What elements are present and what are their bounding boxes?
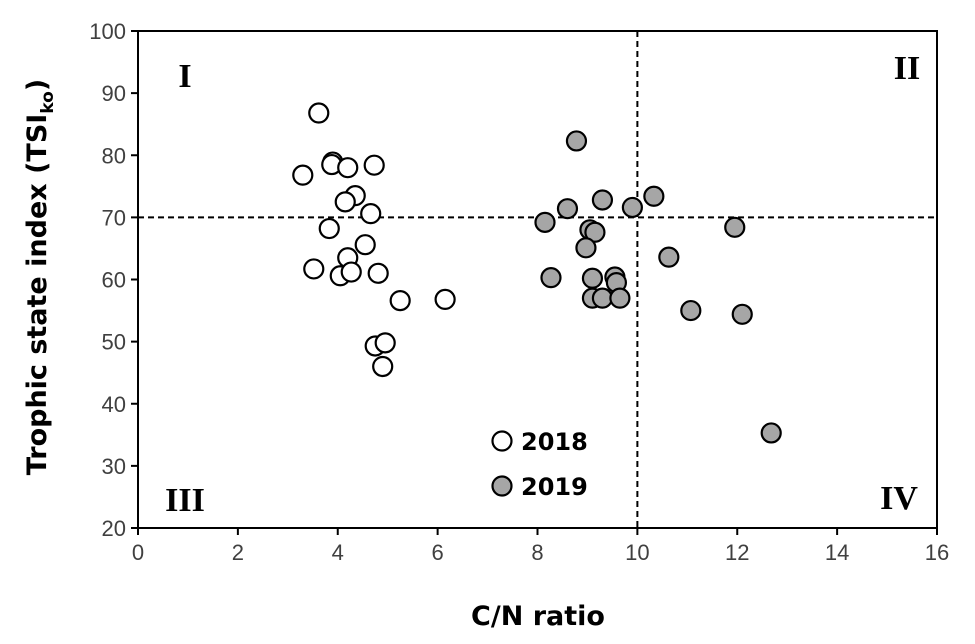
data-point-2019 xyxy=(534,211,556,233)
y-tick-label: 20 xyxy=(102,516,126,541)
plot-area: 0 2 4 6 8 10 12 14 16 20 30 40 50 60 70 80 90 100 xyxy=(89,19,949,565)
data-point-2019 xyxy=(591,287,614,309)
data-point-2019 xyxy=(680,299,702,322)
data-point-2018 xyxy=(292,164,314,186)
data-point-2018 xyxy=(340,261,362,283)
data-point-2018 xyxy=(308,102,330,124)
y-tick-label: 30 xyxy=(102,454,126,479)
y-tick-label: 100 xyxy=(89,19,126,44)
data-point-2018 xyxy=(367,262,389,284)
data-point-2018 xyxy=(318,217,340,240)
quadrant-label-iii: III xyxy=(165,482,205,519)
y-axis-title-subscript: ko xyxy=(38,91,58,114)
data-point-2018 xyxy=(334,191,356,213)
x-tick-label: 6 xyxy=(432,540,444,565)
data-point-2018 xyxy=(360,203,382,225)
data-point-2019 xyxy=(556,198,579,220)
y-axis-title-end: ) xyxy=(22,79,53,91)
data-point-2018 xyxy=(434,288,456,310)
x-tick-label: 4 xyxy=(332,540,344,565)
data-point-2019 xyxy=(658,246,680,268)
data-point-2019 xyxy=(565,130,588,152)
data-point-2018 xyxy=(389,290,411,312)
legend-item-2018: 2018 xyxy=(491,428,588,456)
legend: 2018 2019 xyxy=(491,428,588,501)
y-tick-label: 80 xyxy=(102,143,126,168)
data-point-2019 xyxy=(591,189,614,211)
data-point-2019 xyxy=(724,216,746,238)
legend-item-2019: 2019 xyxy=(491,473,588,501)
data-point-2018 xyxy=(337,157,359,179)
data-point-2018 xyxy=(372,355,394,378)
y-axis-title: Trophic state index (TSIko) xyxy=(22,79,58,475)
data-point-2019 xyxy=(581,267,604,289)
data-point-2018 xyxy=(363,154,385,176)
y-tick-label: 90 xyxy=(102,81,126,106)
quadrant-label-ii: II xyxy=(894,50,920,87)
legend-marker-2019 xyxy=(491,475,513,497)
data-point-2019 xyxy=(575,237,597,259)
data-point-2019 xyxy=(584,221,606,243)
x-tick-label: 2 xyxy=(232,540,244,565)
x-tick-label: 0 xyxy=(132,540,144,565)
x-tick-label: 16 xyxy=(925,540,949,565)
data-point-2018 xyxy=(303,258,325,280)
data-point-2019 xyxy=(760,422,782,444)
legend-label-2019: 2019 xyxy=(521,473,588,501)
x-tick-label: 10 xyxy=(625,540,649,565)
quadrant-label-iv: IV xyxy=(880,480,918,517)
data-point-2019 xyxy=(540,267,562,289)
y-tick-label: 40 xyxy=(102,392,126,417)
data-point-2018 xyxy=(354,234,376,256)
x-tick-label: 14 xyxy=(825,540,849,565)
quadrant-label-i: I xyxy=(178,58,191,95)
data-point-2019 xyxy=(643,185,665,207)
legend-label-2018: 2018 xyxy=(521,428,588,456)
y-tick-label: 70 xyxy=(102,205,126,230)
y-tick-label: 50 xyxy=(102,330,126,355)
x-tick-label: 12 xyxy=(725,540,749,565)
data-point-2018 xyxy=(374,332,396,354)
y-tick-label: 60 xyxy=(102,268,126,293)
data-point-2019 xyxy=(609,287,631,309)
data-point-2019 xyxy=(731,303,753,325)
data-point-2019 xyxy=(621,196,643,219)
legend-marker-2018 xyxy=(491,430,513,452)
x-axis-title: C/N ratio xyxy=(471,601,605,632)
y-axis-title-main: Trophic state index (TSI xyxy=(22,114,53,476)
x-tick-label: 8 xyxy=(531,540,543,565)
